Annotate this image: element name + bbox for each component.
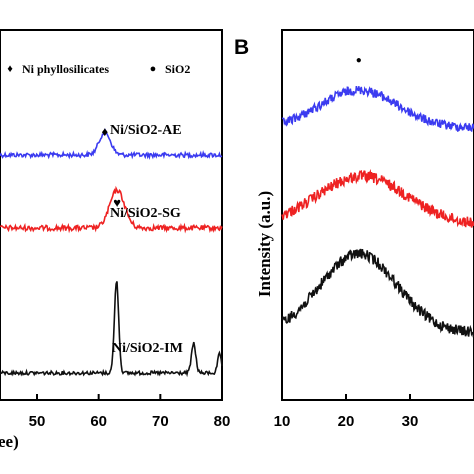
panel-b-x-tick-label: 10 [274, 413, 291, 430]
legend-label: SiO2 [165, 62, 190, 76]
panel-a-series-label: Ni/SiO2-AE [110, 123, 182, 138]
panel-a-x-tick-label: 60 [90, 413, 107, 430]
panel-a-series-line [0, 185, 223, 234]
panel-a-peak-marker: ♦ [102, 124, 109, 139]
panel-a-x-axis-title: ee) [0, 432, 19, 451]
panel-a: 50 60 70 80 Ni/SiO2-AE Ni/SiO2-SG Ni/SiO2-IM ♦ ♥… [0, 29, 231, 451]
panel-a-series-label: Ni/SiO2-SG [110, 206, 181, 221]
legend-marker: ● [150, 63, 157, 75]
panel-a-plot-frame [0, 29, 223, 401]
panel-a-x-tick-label: 80 [214, 413, 231, 430]
panel-a-series-line [0, 128, 223, 161]
panel-a-series-line [0, 281, 223, 378]
panel-b-series-line [281, 248, 474, 338]
panel-a-peak-marker: ♥ [113, 195, 121, 210]
panel-b: 10 20 30 ● B Intensity (a.u.) [234, 29, 474, 430]
panel-b-letter: B [234, 36, 249, 59]
panel-b-x-tick-label: 30 [402, 413, 419, 430]
legend-marker: ♦ [7, 63, 13, 75]
panel-a-x-tick-label: 50 [29, 413, 46, 430]
panel-a-x-tick-label: 70 [152, 413, 169, 430]
panel-b-series-line [281, 168, 474, 228]
panel-a-series-label: Ni/SiO2-IM [112, 341, 183, 356]
legend-label: Ni phyllosilicates [22, 62, 109, 76]
panel-b-sio2-marker: ● [356, 55, 362, 66]
panel-b-series-line [281, 85, 474, 133]
panel-b-y-axis-title: Intensity (a.u.) [255, 191, 274, 297]
panel-b-x-tick-label: 20 [338, 413, 355, 430]
